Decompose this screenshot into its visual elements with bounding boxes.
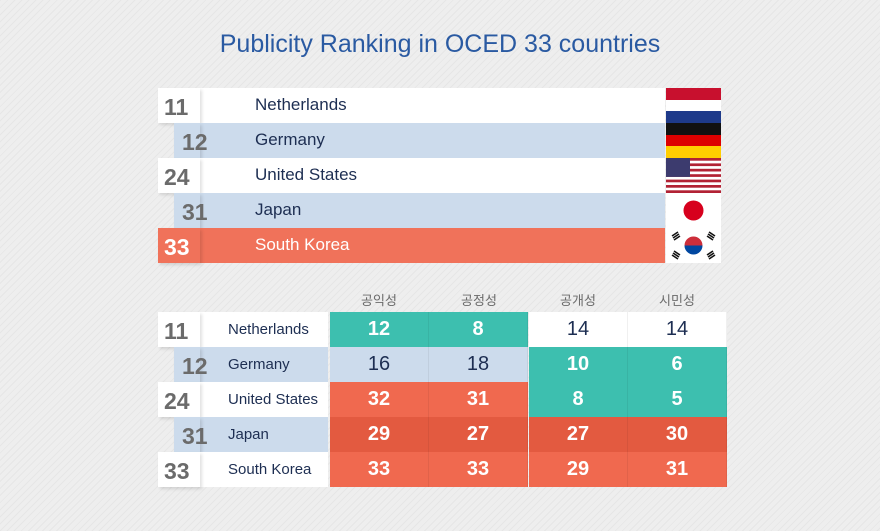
rank-number: 33 [164,234,190,260]
rank-number: 12 [182,129,208,155]
table-cell: 27 [429,417,528,452]
korea-flag-icon [666,228,721,263]
table-row: 31 Japan 29 27 27 30 [158,417,727,452]
rank-row: 24 United States [158,158,722,193]
country-name: Germany [228,356,290,373]
netherlands-flag-icon [666,88,721,123]
rank-number: 11 [164,94,189,120]
rank-number: 12 [182,353,208,379]
table-cell: 18 [429,347,528,382]
rank-row-highlight: 33 South Korea [158,228,722,263]
rank-number: 24 [164,164,190,190]
country-name: United States [255,165,358,184]
column-header: 공정성 [461,293,497,308]
table-row: 24 United States 32 31 8 5 [158,382,727,417]
table-cell: 29 [529,452,628,487]
country-name: Netherlands [255,95,347,114]
table-cell: 12 [330,312,429,347]
column-header: 시민성 [659,293,695,308]
table-row: 12 Germany 16 18 10 6 [158,347,727,382]
table-cell: 33 [330,452,429,487]
rank-number: 31 [182,199,208,225]
table-cell: 32 [330,382,429,417]
table-cell: 33 [429,452,528,487]
country-name: South Korea [228,461,312,478]
page-title: Publicity Ranking in OCED 33 countries [219,30,661,58]
country-name: South Korea [255,235,350,254]
table-cell: 14 [628,312,727,347]
table-row: 11 Netherlands 12 8 14 14 [158,312,727,347]
table-cell: 16 [330,347,429,382]
table-cell: 8 [429,312,528,347]
score-table: 11 Netherlands 12 8 14 14 12 Germany 16 … [158,312,727,487]
rank-row: 11 Netherlands [158,88,722,123]
table-cell: 14 [529,312,628,347]
country-name: Germany [255,130,325,149]
table-cell: 10 [529,347,628,382]
rank-number: 24 [164,388,190,414]
table-cell: 29 [330,417,429,452]
table-cell: 27 [529,417,628,452]
table-row: 33 South Korea 33 33 29 31 [158,452,727,487]
rank-number: 11 [164,318,189,344]
rank-row: 31 Japan [158,193,722,228]
table-cell: 31 [628,452,727,487]
japan-flag-icon [666,193,721,228]
rank-number: 33 [164,458,190,484]
table-cell: 30 [628,417,727,452]
ranking-list: 11 Netherlands 12 Germany 24 United Stat… [158,88,722,263]
country-name: Japan [255,200,302,219]
us-flag-icon [666,158,721,193]
rank-row: 12 Germany [158,123,722,158]
rank-number: 31 [182,423,208,449]
country-name: Japan [228,426,269,443]
table-cell: 6 [628,347,727,382]
table-cell: 31 [429,382,528,417]
table-cell: 5 [628,382,727,417]
column-header: 공개성 [560,293,596,308]
germany-flag-icon [666,123,721,158]
column-header: 공익성 [361,293,397,308]
table-cell: 8 [529,382,628,417]
country-name: Netherlands [228,321,309,338]
country-name: United States [228,391,319,408]
